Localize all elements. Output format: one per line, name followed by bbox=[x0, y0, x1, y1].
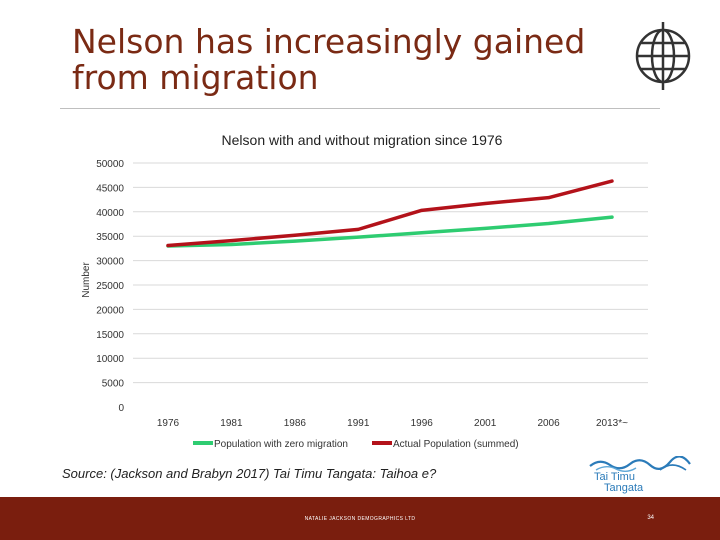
y-tick-label-40000: 40000 bbox=[96, 208, 124, 219]
data-point-s1-1996 bbox=[420, 231, 423, 234]
slide-title: Nelson has increasingly gained from migr… bbox=[72, 24, 632, 96]
x-tick-label-1981: 1981 bbox=[220, 418, 243, 429]
data-point-s1-1991 bbox=[357, 236, 360, 239]
grid-lines bbox=[133, 162, 648, 384]
x-tick-label-1991: 1991 bbox=[347, 418, 370, 429]
y-tick-label-10000: 10000 bbox=[96, 354, 124, 365]
slide-title-line-2: from migration bbox=[72, 58, 319, 97]
y-tick-labels: 0 5000 10000 15000 20000 25000 30000 35000 40000… bbox=[96, 159, 124, 414]
data-point-s1-1981 bbox=[230, 243, 233, 246]
x-tick-label-1986: 1986 bbox=[284, 418, 307, 429]
page-number: 34 bbox=[647, 515, 654, 521]
data-point-s1-2006 bbox=[547, 222, 550, 225]
y-tick-label-25000: 25000 bbox=[96, 281, 124, 292]
data-point-s1-2013 bbox=[611, 216, 614, 219]
globe-icon bbox=[635, 22, 691, 90]
data-point-s2-1991 bbox=[357, 228, 360, 231]
series-lines bbox=[166, 179, 614, 248]
source-citation: Source: (Jackson and Brabyn 2017) Tai Ti… bbox=[62, 466, 437, 481]
data-point-s2-2006 bbox=[547, 196, 550, 199]
x-tick-label-2001: 2001 bbox=[474, 418, 497, 429]
x-tick-label-1996: 1996 bbox=[411, 418, 434, 429]
data-point-s2-2013 bbox=[611, 180, 614, 183]
y-tick-label-35000: 35000 bbox=[96, 232, 124, 243]
data-point-s2-1996 bbox=[420, 209, 423, 212]
legend-label-1: Population with zero migration bbox=[214, 439, 348, 450]
x-tick-label-2013: 2013*~ bbox=[596, 418, 628, 429]
tai-timu-tangata-logo: Tai Timu Tangata bbox=[589, 456, 691, 494]
data-point-s2-1976 bbox=[167, 244, 170, 247]
y-tick-label-30000: 30000 bbox=[96, 257, 124, 268]
legend: Population with zero migration Actual Pop… bbox=[193, 439, 519, 450]
data-point-s2-1981 bbox=[230, 239, 233, 242]
series-line-1 bbox=[166, 215, 614, 248]
series-line-2 bbox=[166, 179, 614, 248]
x-tick-labels: 1976 1981 1986 1991 1996 2001 2006 2013*~ bbox=[157, 418, 628, 429]
data-point-s1-1986 bbox=[293, 240, 296, 243]
y-tick-label-50000: 50000 bbox=[96, 159, 124, 170]
legend-label-2: Actual Population (summed) bbox=[393, 439, 519, 450]
logo-text-line-2: Tangata bbox=[604, 482, 644, 494]
x-tick-label-1976: 1976 bbox=[157, 418, 180, 429]
y-tick-label-0: 0 bbox=[118, 403, 124, 414]
footer-bar: NATALIE JACKSON DEMOGRAPHICS LTD 34 bbox=[0, 497, 720, 540]
footer-company: NATALIE JACKSON DEMOGRAPHICS LTD bbox=[304, 516, 416, 522]
data-point-s2-2001 bbox=[484, 202, 487, 205]
x-tick-label-2006: 2006 bbox=[537, 418, 560, 429]
data-point-s1-2001 bbox=[484, 227, 487, 230]
y-tick-label-20000: 20000 bbox=[96, 305, 124, 316]
chart-title: Nelson with and without migration since … bbox=[222, 132, 503, 148]
logo-text-line-1: Tai Timu bbox=[594, 471, 635, 483]
y-tick-label-15000: 15000 bbox=[96, 330, 124, 341]
data-point-s2-1986 bbox=[293, 234, 296, 237]
y-axis-label: Number bbox=[81, 262, 92, 298]
title-divider bbox=[60, 108, 660, 109]
y-tick-label-5000: 5000 bbox=[102, 379, 125, 390]
line-chart: Nelson with and without migration since … bbox=[81, 132, 648, 450]
y-tick-label-45000: 45000 bbox=[96, 183, 124, 194]
slide-title-line-1: Nelson has increasingly gained bbox=[72, 22, 586, 61]
